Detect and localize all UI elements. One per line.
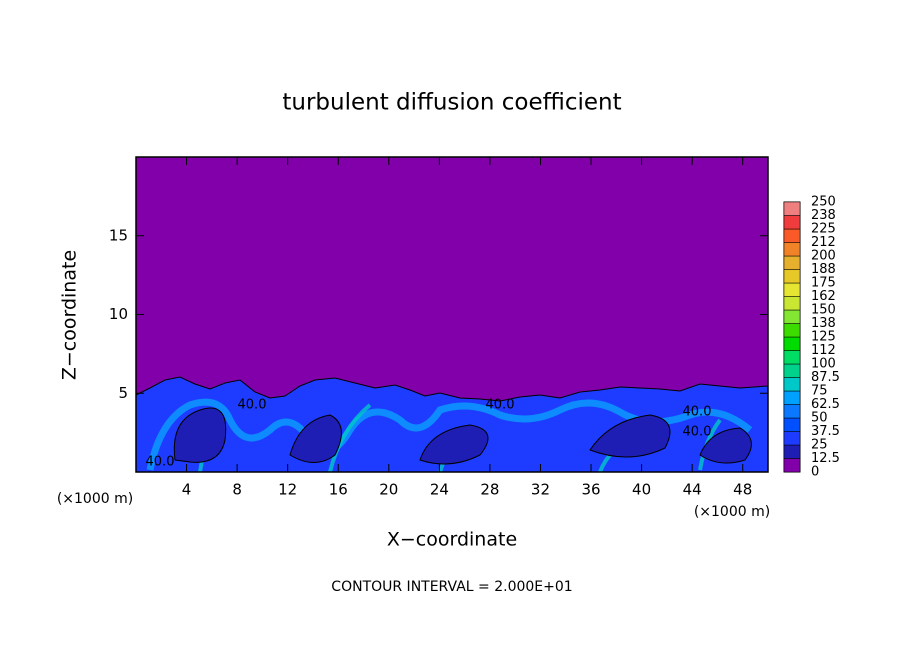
- y-units: (×1000 m): [57, 491, 133, 507]
- colorbar-box: [783, 417, 801, 432]
- colorbar-label: 12.5: [811, 451, 840, 466]
- x-tick-label: 36: [581, 481, 600, 499]
- colorbar-label: 225: [811, 222, 836, 237]
- colorbar-label: 250: [811, 195, 836, 210]
- x-tick-label: 8: [232, 481, 242, 499]
- colorbar-label: 138: [811, 316, 836, 331]
- y-axis-title: Z−coordinate: [59, 250, 81, 380]
- colorbar-box: [783, 390, 801, 405]
- contour-label: 40.0: [683, 425, 712, 440]
- colorbar-box: [783, 363, 801, 378]
- colorbar-box: [783, 444, 801, 459]
- contour: [173, 407, 752, 465]
- y-tick-label: 5: [118, 384, 128, 402]
- swirl: [146, 398, 753, 471]
- x-tick-label: 4: [182, 481, 192, 499]
- colorbar-label: 238: [811, 208, 836, 223]
- x-tick-label: 28: [480, 481, 499, 499]
- y-tick-label: 15: [109, 226, 128, 244]
- x-tick-label: 16: [329, 481, 348, 499]
- x-units: (×1000 m): [694, 504, 770, 520]
- colorbar-box: [783, 215, 801, 230]
- field: [135, 157, 769, 473]
- colorbar-box: [783, 201, 801, 216]
- contour-label: 40.0: [486, 398, 515, 413]
- colorbar-label: 37.5: [811, 424, 840, 439]
- colorbar-label: 150: [811, 303, 836, 318]
- x-tick-label: 40: [632, 481, 651, 499]
- colorbar-box: [783, 431, 801, 446]
- colorbar-box: [783, 282, 801, 297]
- contour-label: 40.0: [146, 455, 175, 470]
- x-tick-label: 32: [531, 481, 550, 499]
- colorbar-label: 0: [811, 465, 819, 480]
- colorbar-box: [783, 336, 801, 351]
- colorbar-label: 188: [811, 262, 836, 277]
- colorbar-box: [783, 458, 801, 473]
- x-tick-label: 48: [733, 481, 752, 499]
- colorbar-box: [783, 242, 801, 257]
- colorbar-label: 162: [811, 289, 836, 304]
- colorbar-label: 87.5: [811, 370, 840, 385]
- contour-label: 40.0: [238, 398, 267, 413]
- chart-title: turbulent diffusion coefficient: [282, 90, 621, 116]
- colorbar-label: 175: [811, 276, 836, 291]
- x-tick-label: 12: [278, 481, 297, 499]
- colorbar-label: 200: [811, 249, 836, 264]
- colorbar-box: [783, 377, 801, 392]
- colorbar-box: [783, 323, 801, 338]
- colorbar-label: 50: [811, 411, 828, 426]
- x-tick-label: 24: [430, 481, 449, 499]
- colorbar-label: 62.5: [811, 397, 840, 412]
- colorbar-label: 125: [811, 330, 836, 345]
- colorbar-label: 25: [811, 438, 828, 453]
- colorbar-label: 75: [811, 384, 828, 399]
- colorbar-label: 100: [811, 357, 836, 372]
- colorbar-box: [783, 296, 801, 311]
- colorbar-box: [783, 350, 801, 365]
- footnote: CONTOUR INTERVAL = 2.000E+01: [331, 579, 572, 595]
- y-tick-label: 10: [109, 305, 128, 323]
- x-tick-label: 20: [379, 481, 398, 499]
- colorbar-box: [783, 269, 801, 284]
- colorbar-box: [783, 228, 801, 243]
- x-tick-label: 44: [683, 481, 702, 499]
- colorbar-label: 112: [811, 343, 836, 358]
- colorbar-label: 212: [811, 235, 836, 250]
- x-axis-title: X−coordinate: [387, 529, 517, 551]
- colorbar-box: [783, 255, 801, 270]
- contour-label: 40.0: [683, 405, 712, 420]
- colorbar-box: [783, 309, 801, 324]
- colorbar-box: [783, 404, 801, 419]
